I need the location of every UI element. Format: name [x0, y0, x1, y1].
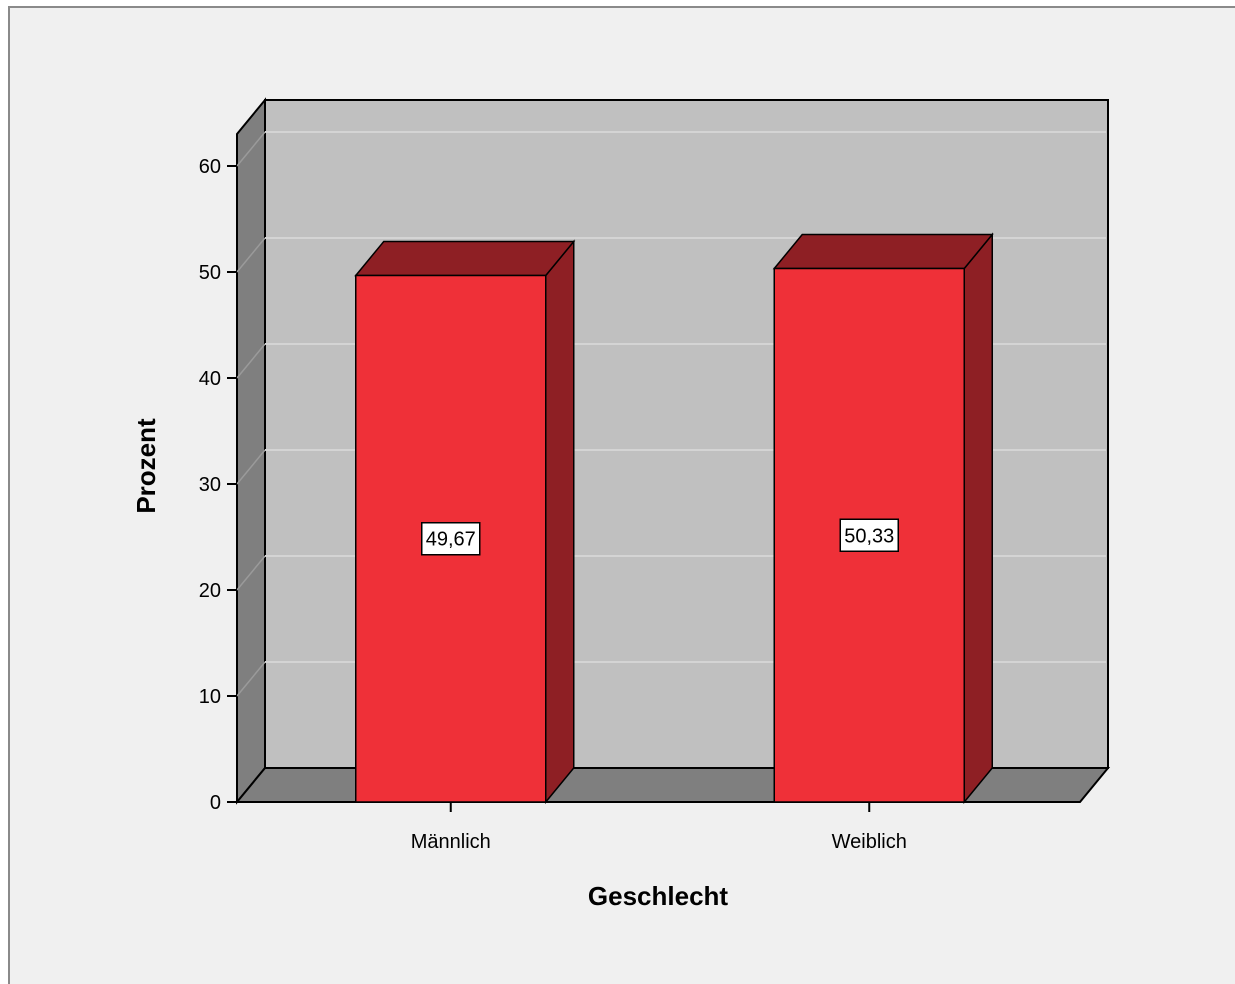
y-tick-label: 40	[199, 368, 221, 390]
y-tick-label: 10	[199, 686, 221, 708]
y-tick-label: 20	[199, 580, 221, 602]
bar-side	[963, 232, 993, 805]
bar-2	[772, 232, 994, 805]
bar-top	[772, 233, 994, 270]
x-category-label: Männlich	[411, 831, 491, 853]
y-tick-label: 60	[199, 156, 221, 178]
data-labels: 49,67 50,33	[421, 518, 899, 556]
y-tick-label: 0	[210, 792, 221, 814]
gridline-side	[236, 131, 266, 167]
data-label-1: 49,67	[421, 521, 481, 556]
gridline-side	[236, 555, 266, 591]
y-tick-label: 30	[199, 474, 221, 496]
gridline-side	[236, 661, 266, 697]
x-axis: Männlich Weiblich	[411, 802, 907, 853]
data-label-text: 50,33	[844, 525, 894, 547]
bar-side	[545, 239, 575, 805]
data-label-box	[421, 521, 481, 556]
data-label-2: 50,33	[839, 518, 899, 553]
data-label-text: 49,67	[426, 529, 476, 551]
y-axis-title: Prozent	[131, 418, 161, 514]
gridline-side	[236, 449, 266, 485]
x-category-label: Weiblich	[832, 831, 907, 853]
x-axis-title: Geschlecht	[588, 881, 729, 911]
gridline-side	[236, 237, 266, 273]
side-wall	[236, 97, 266, 805]
y-axis: 0 10 20 30 40 50 60	[199, 156, 237, 814]
data-label-box	[839, 518, 899, 553]
y-tick-label: 50	[199, 262, 221, 284]
bar-1	[354, 239, 576, 805]
gridline-side	[236, 343, 266, 379]
bar-top	[354, 240, 576, 277]
